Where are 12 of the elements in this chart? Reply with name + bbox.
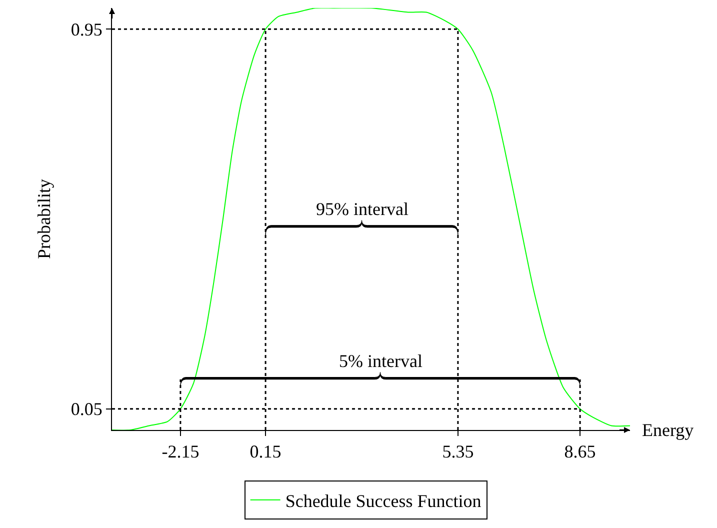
x-tick-label: 0.15 [250, 442, 282, 462]
x-tick-label: 5.35 [442, 442, 474, 462]
x-tick-label: 8.65 [564, 442, 596, 462]
legend-label: Schedule Success Function [285, 490, 482, 511]
annotation: 5% interval [339, 351, 422, 371]
y-axis-title: Probability [34, 179, 54, 259]
y-tick-label: 0.05 [70, 399, 102, 420]
x-axis-title: Energy [642, 420, 694, 440]
y-tick-label: 0.95 [70, 19, 102, 40]
annotation: 95% interval [316, 199, 408, 219]
x-tick-label: -2.15 [162, 442, 200, 462]
line-series [112, 8, 630, 430]
